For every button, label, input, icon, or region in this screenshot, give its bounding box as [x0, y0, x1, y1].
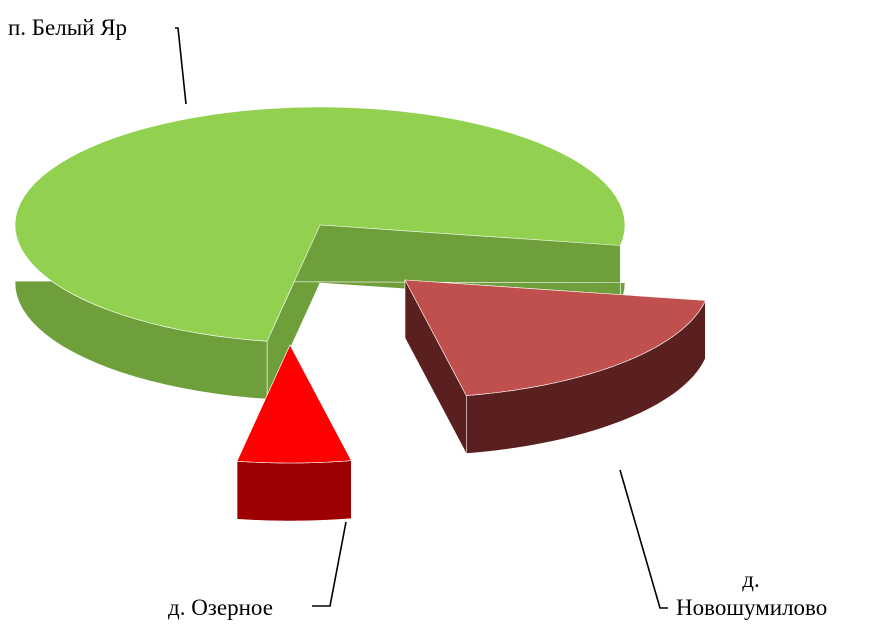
slice-wall: [236, 460, 352, 522]
pie-slice: [404, 279, 706, 396]
leader-line: [312, 521, 347, 607]
slice-label: п. Белый Яр: [8, 15, 128, 40]
leader-line: [175, 27, 187, 105]
slice-label: д. Озерное: [168, 595, 273, 620]
slice-label: д. Новошумилово: [676, 567, 828, 620]
slice: [14, 106, 626, 400]
slice: [236, 344, 352, 522]
slice: [404, 279, 706, 454]
pie-slice: [14, 106, 626, 342]
pie-slice: [236, 344, 352, 464]
leader-line: [619, 469, 668, 609]
